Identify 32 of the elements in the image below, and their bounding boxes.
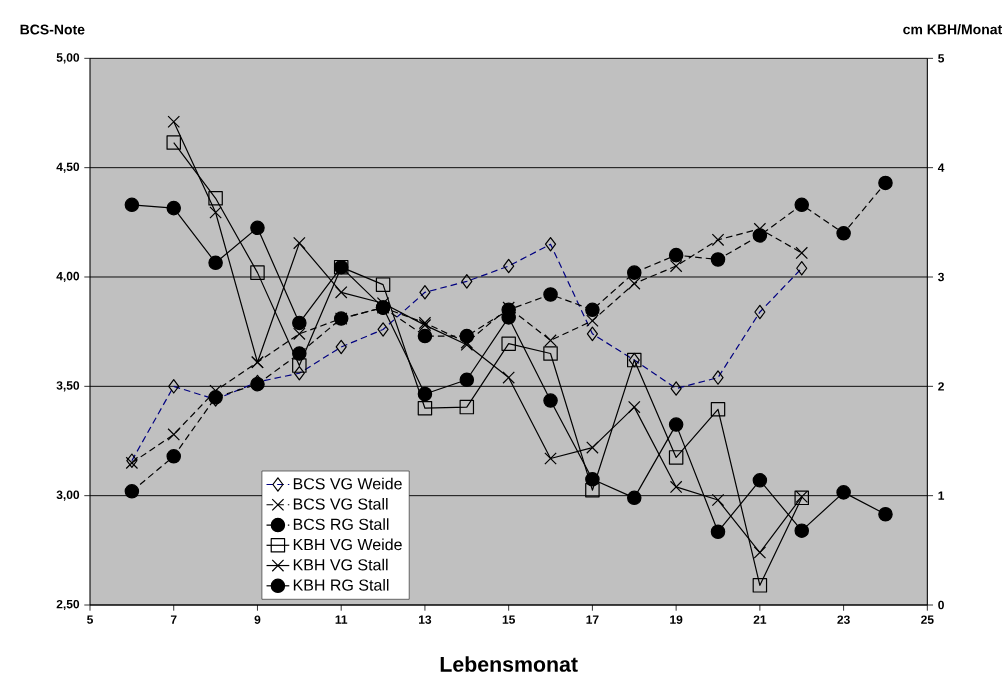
y-tick-label: 4,50 bbox=[56, 162, 80, 173]
y-tick-label: 3,50 bbox=[56, 381, 80, 392]
y2-tick-label: 4 bbox=[937, 163, 945, 172]
x-tick-label: 17 bbox=[586, 615, 599, 624]
x-tick-label: 15 bbox=[502, 615, 515, 624]
y-tick-label: 2,50 bbox=[56, 599, 80, 611]
y-tick-label: 3,00 bbox=[56, 490, 80, 501]
y-axis-title: BCS-Note bbox=[20, 24, 85, 35]
y2-tick-label: 1 bbox=[938, 491, 945, 500]
x-tick-label: 19 bbox=[670, 615, 683, 624]
y2-tick-label: 3 bbox=[938, 272, 944, 282]
y2-tick-label: 2 bbox=[938, 382, 944, 391]
x-tick-label: 5 bbox=[87, 615, 93, 624]
legend-label: BCS VG Weide bbox=[293, 477, 402, 490]
y2-tick-label: 0 bbox=[938, 600, 944, 610]
legend-label: KBH VG Stall bbox=[293, 558, 388, 571]
x-tick-label: 7 bbox=[170, 615, 177, 624]
x-tick-label: 13 bbox=[419, 615, 432, 624]
x-tick-label: 21 bbox=[753, 615, 767, 624]
y-tick-label: 4,00 bbox=[56, 271, 80, 283]
x-tick-label: 9 bbox=[254, 615, 261, 624]
y2-tick-label: 5 bbox=[938, 54, 945, 63]
legend-label: KBH VG Weide bbox=[293, 538, 402, 551]
y-tick-label: 5,00 bbox=[56, 53, 80, 64]
x-tick-label: 25 bbox=[921, 615, 934, 624]
x-tick-label: 23 bbox=[837, 615, 850, 624]
x-tick-label: 11 bbox=[335, 615, 348, 624]
legend-label: BCS RG Stall bbox=[293, 518, 389, 530]
legend-label: KBH RG Stall bbox=[293, 579, 389, 591]
y2-axis-title: cm KBH/Monat bbox=[903, 24, 1003, 35]
legend-label: BCS VG Stall bbox=[293, 497, 388, 510]
x-axis-title: Lebensmonat bbox=[440, 656, 578, 672]
